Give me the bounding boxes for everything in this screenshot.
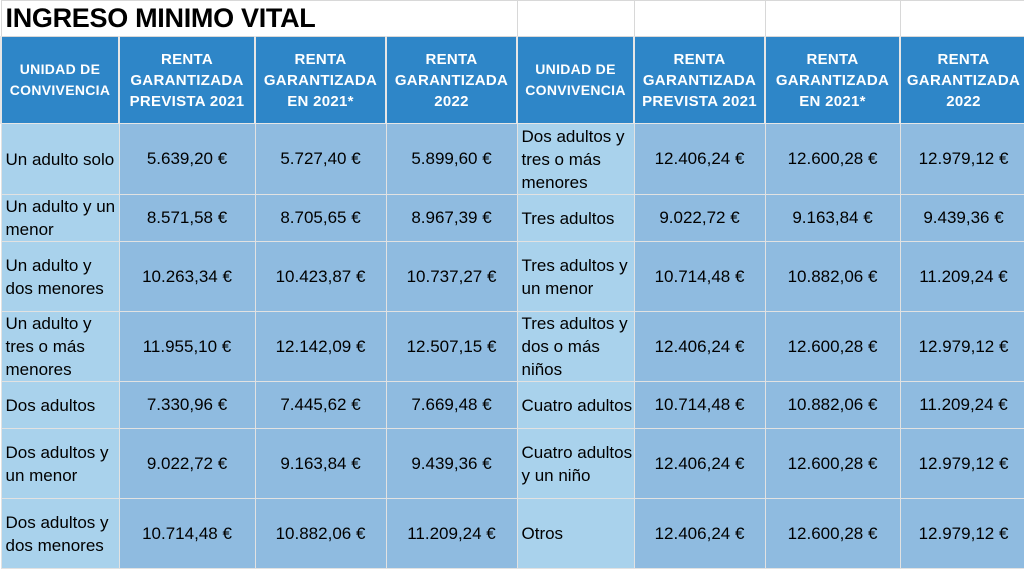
unit-label-cell: Tres adultos [516,194,635,242]
table-row: Un adulto solo 5.639,20 €5.727,40 €5.899,… [0,123,1024,195]
empty-cell [764,0,901,37]
amount-cell-en-2021: 10.423,87 € [254,241,387,312]
unit-label-cell: Un adulto y dos menores [0,241,120,312]
unit-label-cell: Un adulto solo [0,123,120,195]
header-unit-left: UNIDAD DE CONVIVENCIA [0,36,120,124]
amount-cell-y2022: 11.209,24 € [899,381,1024,429]
amount-cell-y2022: 12.979,12 € [899,123,1024,195]
header-prevista-2021-right: RENTA GARANTIZADA PREVISTA 2021 [633,36,766,124]
amount-cell-prevista-2021: 12.406,24 € [633,311,766,382]
amount-cell-y2022: 7.669,48 € [385,381,518,429]
amount-cell-y2022: 12.979,12 € [899,498,1024,569]
header-unit-right: UNIDAD DE CONVIVENCIA [516,36,635,124]
table-row: Dos adultos y dos menores 10.714,48 €10.8… [0,498,1024,569]
amount-cell-prevista-2021: 11.955,10 € [118,311,256,382]
amount-cell-y2022: 11.209,24 € [385,498,518,569]
table-row: Dos adultos y un menor 9.022,72 €9.163,84… [0,428,1024,499]
amount-cell-en-2021: 8.705,65 € [254,194,387,242]
amount-cell-en-2021: 12.600,28 € [764,123,901,195]
header-row: UNIDAD DE CONVIVENCIA RENTA GARANTIZADA … [0,36,1024,124]
amount-cell-prevista-2021: 7.330,96 € [118,381,256,429]
amount-cell-y2022: 10.737,27 € [385,241,518,312]
amount-cell-prevista-2021: 10.714,48 € [118,498,256,569]
table-row: Un adulto y tres o más menores 11.955,10 … [0,311,1024,382]
header-2022-right: RENTA GARANTIZADA 2022 [899,36,1024,124]
unit-label-cell: Cuatro adultos y un niño [516,428,635,499]
table-row: Un adulto y dos menores 10.263,34 €10.423… [0,241,1024,312]
title-row: INGRESO MINIMO VITAL [0,0,1024,37]
unit-label-cell: Otros [516,498,635,569]
unit-label-cell: Dos adultos y dos menores [0,498,120,569]
unit-label-cell: Dos adultos y tres o más menores [516,123,635,195]
amount-cell-prevista-2021: 9.022,72 € [118,428,256,499]
unit-label-cell: Tres adultos y dos o más niños [516,311,635,382]
empty-cell [516,0,635,37]
table-row: Un adulto y un menor 8.571,58 €8.705,65 €… [0,194,1024,242]
amount-cell-en-2021: 10.882,06 € [764,381,901,429]
table-row: Dos adultos 7.330,96 €7.445,62 €7.669,48 … [0,381,1024,429]
unit-label-cell: Cuatro adultos [516,381,635,429]
amount-cell-en-2021: 12.600,28 € [764,498,901,569]
header-prevista-2021-left: RENTA GARANTIZADA PREVISTA 2021 [118,36,256,124]
amount-cell-prevista-2021: 8.571,58 € [118,194,256,242]
empty-cell [899,0,1024,37]
unit-label-cell: Un adulto y un menor [0,194,120,242]
amount-cell-en-2021: 7.445,62 € [254,381,387,429]
empty-cell [633,0,766,37]
amount-cell-en-2021: 10.882,06 € [764,241,901,312]
amount-cell-y2022: 8.967,39 € [385,194,518,242]
amount-cell-en-2021: 9.163,84 € [254,428,387,499]
header-en-2021-left: RENTA GARANTIZADA EN 2021* [254,36,387,124]
unit-label-cell: Dos adultos y un menor [0,428,120,499]
page-title: INGRESO MINIMO VITAL [0,0,518,37]
unit-label-cell: Tres adultos y un menor [516,241,635,312]
amount-cell-y2022: 11.209,24 € [899,241,1024,312]
amount-cell-en-2021: 10.882,06 € [254,498,387,569]
unit-label-cell: Dos adultos [0,381,120,429]
amount-cell-prevista-2021: 12.406,24 € [633,428,766,499]
amount-cell-y2022: 12.507,15 € [385,311,518,382]
amount-cell-prevista-2021: 9.022,72 € [633,194,766,242]
amount-cell-en-2021: 9.163,84 € [764,194,901,242]
amount-cell-en-2021: 12.600,28 € [764,311,901,382]
amount-cell-prevista-2021: 10.714,48 € [633,381,766,429]
amount-cell-en-2021: 12.142,09 € [254,311,387,382]
amount-cell-y2022: 9.439,36 € [385,428,518,499]
amount-cell-y2022: 9.439,36 € [899,194,1024,242]
amount-cell-prevista-2021: 12.406,24 € [633,498,766,569]
amount-cell-y2022: 5.899,60 € [385,123,518,195]
header-2022-left: RENTA GARANTIZADA 2022 [385,36,518,124]
amount-cell-y2022: 12.979,12 € [899,311,1024,382]
amount-cell-prevista-2021: 12.406,24 € [633,123,766,195]
amount-cell-en-2021: 12.600,28 € [764,428,901,499]
amount-cell-prevista-2021: 5.639,20 € [118,123,256,195]
unit-label-cell: Un adulto y tres o más menores [0,311,120,382]
amount-cell-en-2021: 5.727,40 € [254,123,387,195]
amount-cell-y2022: 12.979,12 € [899,428,1024,499]
header-en-2021-right: RENTA GARANTIZADA EN 2021* [764,36,901,124]
amount-cell-prevista-2021: 10.714,48 € [633,241,766,312]
amount-cell-prevista-2021: 10.263,34 € [118,241,256,312]
